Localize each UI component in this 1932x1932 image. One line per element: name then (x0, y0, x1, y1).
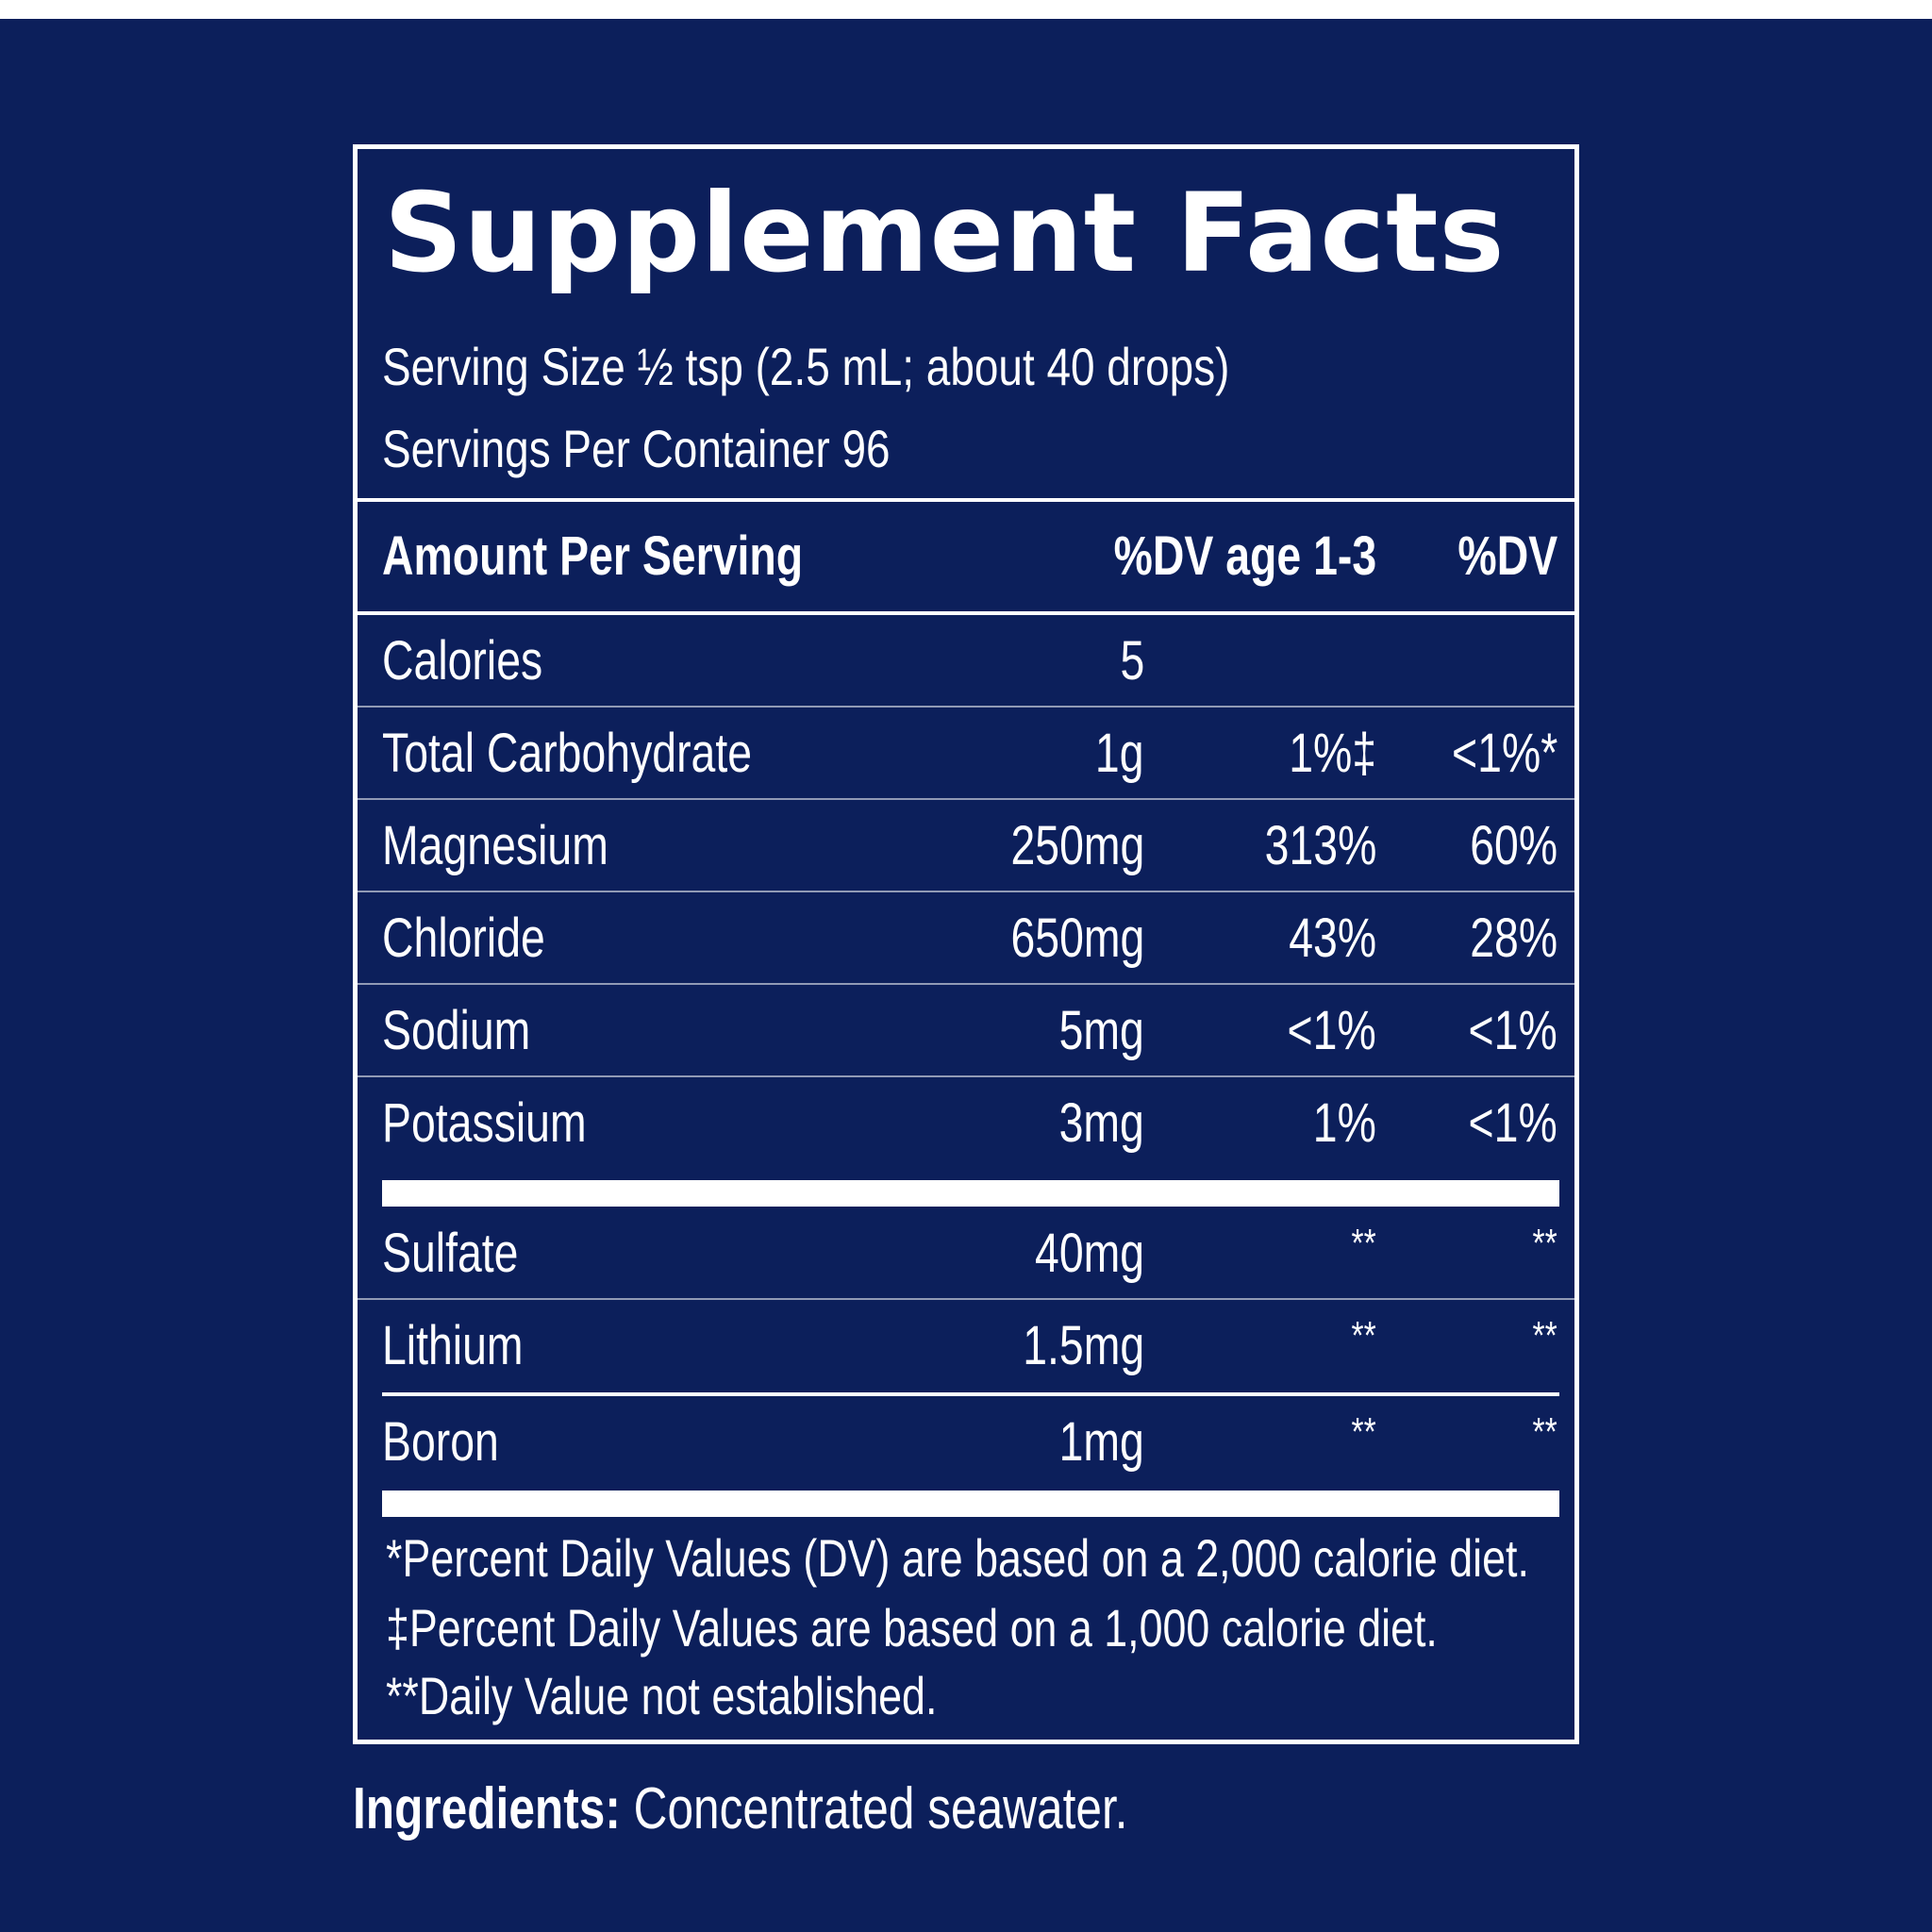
nutrient-dv: ** (1532, 1409, 1557, 1454)
nutrient-dv: ** (1532, 1313, 1557, 1357)
nutrient-dv-age: ** (1351, 1409, 1376, 1454)
header-dv-age: %DV age 1-3 (1113, 525, 1376, 587)
nutrient-amount: 1mg (1058, 1410, 1144, 1473)
footnote: **Daily Value not established. (386, 1666, 938, 1725)
nutrient-name: Chloride (382, 907, 545, 969)
footnote: *Percent Daily Values (DV) are based on … (386, 1528, 1529, 1588)
nutrient-dv-age: 43% (1289, 907, 1376, 969)
nutrient-amount: 1.5mg (1023, 1314, 1144, 1376)
table-row: Total Carbohydrate 1g 1%‡ <1%* (358, 708, 1574, 798)
row-divider (358, 1298, 1574, 1300)
header-amount-per-serving: Amount Per Serving (382, 525, 804, 587)
label-background: Supplement Facts Serving Size ½ tsp (2.5… (0, 19, 1932, 1932)
nutrient-name: Lithium (382, 1314, 524, 1376)
nutrient-dv-age: ** (1351, 1221, 1376, 1265)
ingredients-label: Ingredients: (353, 1776, 621, 1841)
nutrient-name: Sulfate (382, 1222, 519, 1284)
supplement-facts-panel: Supplement Facts Serving Size ½ tsp (2.5… (353, 144, 1579, 1744)
footnote: ‡Percent Daily Values are based on a 1,0… (386, 1598, 1438, 1657)
table-row: Magnesium 250mg 313% 60% (358, 800, 1574, 891)
nutrient-amount: 1g (1095, 722, 1144, 784)
row-divider (358, 1075, 1574, 1077)
nutrient-dv: 28% (1470, 907, 1557, 969)
row-divider (358, 891, 1574, 892)
nutrient-dv: <1% (1468, 1091, 1557, 1154)
nutrient-name: Potassium (382, 1091, 587, 1154)
divider (358, 611, 1574, 615)
nutrient-amount: 3mg (1058, 1091, 1144, 1154)
thick-divider (382, 1180, 1559, 1207)
nutrient-dv: 60% (1470, 814, 1557, 876)
serving-size: Serving Size ½ tsp (2.5 mL; about 40 dro… (382, 337, 1230, 396)
row-divider (358, 983, 1574, 985)
nutrient-dv-age: <1% (1287, 999, 1376, 1061)
nutrient-amount: 250mg (1010, 814, 1144, 876)
nutrient-dv: ** (1532, 1221, 1557, 1265)
nutrient-dv-age: 1%‡ (1289, 722, 1376, 784)
nutrient-amount: 650mg (1010, 907, 1144, 969)
nutrient-dv-age: 313% (1264, 814, 1376, 876)
table-row: Chloride 650mg 43% 28% (358, 892, 1574, 983)
thick-divider (382, 1491, 1559, 1517)
panel-title: Supplement Facts (384, 170, 1506, 297)
table-header: Amount Per Serving %DV age 1-3 %DV (358, 503, 1574, 608)
nutrient-dv: <1%* (1451, 722, 1557, 784)
nutrient-name: Calories (382, 629, 543, 691)
row-divider (358, 798, 1574, 800)
header-dv: %DV (1457, 525, 1557, 587)
table-row: Sulfate 40mg ** ** (358, 1208, 1574, 1298)
nutrient-dv: <1% (1468, 999, 1557, 1061)
row-divider (358, 706, 1574, 708)
servings-per-container: Servings Per Container 96 (382, 419, 891, 478)
table-row: Boron 1mg ** ** (358, 1396, 1574, 1487)
table-row: Calories 5 (358, 615, 1574, 706)
nutrient-amount: 40mg (1034, 1222, 1144, 1284)
divider (358, 498, 1574, 502)
table-row: Lithium 1.5mg ** ** (358, 1300, 1574, 1391)
row-divider (382, 1392, 1559, 1396)
nutrient-dv-age: 1% (1312, 1091, 1376, 1154)
nutrient-name: Boron (382, 1410, 499, 1473)
nutrient-name: Magnesium (382, 814, 608, 876)
nutrient-name: Total Carbohydrate (382, 722, 753, 784)
nutrient-name: Sodium (382, 999, 531, 1061)
nutrient-dv-age: ** (1351, 1313, 1376, 1357)
nutrient-amount: 5mg (1058, 999, 1144, 1061)
table-row: Potassium 3mg 1% <1% (358, 1077, 1574, 1168)
table-row: Sodium 5mg <1% <1% (358, 985, 1574, 1075)
nutrient-amount: 5 (1120, 629, 1144, 691)
ingredients: Ingredients: Concentrated seawater. (353, 1775, 1322, 1842)
ingredients-value: Concentrated seawater. (633, 1776, 1128, 1841)
